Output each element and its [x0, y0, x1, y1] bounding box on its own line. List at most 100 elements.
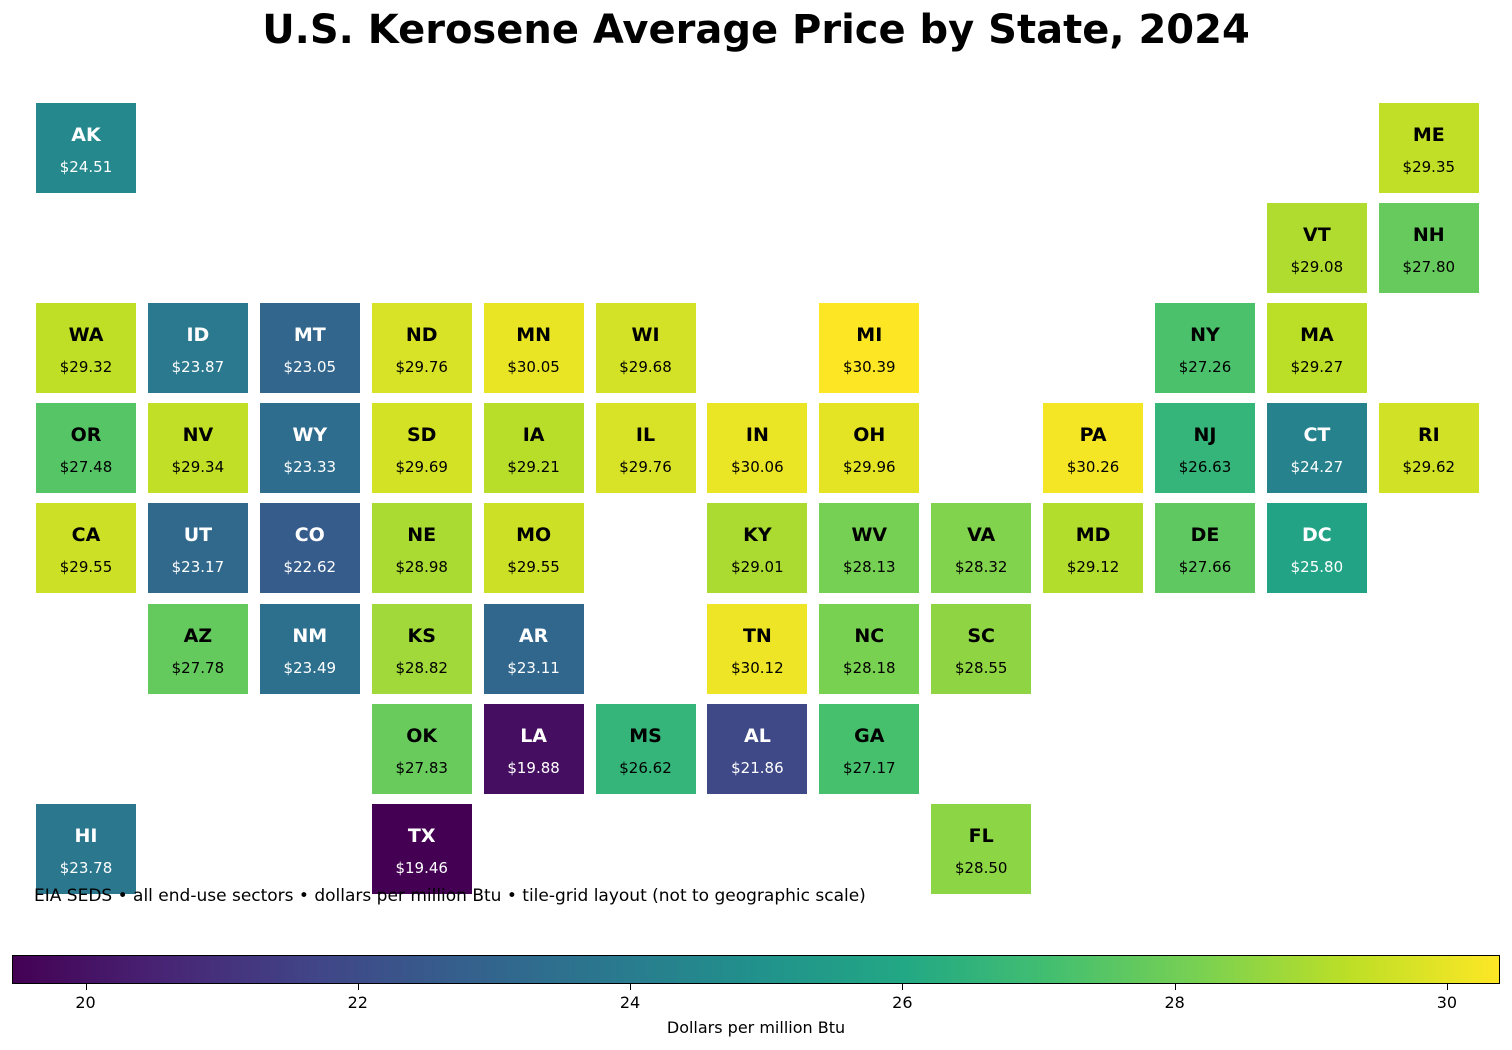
state-abbr: DE	[1190, 524, 1220, 547]
state-tile-ut: UT $23.17	[147, 503, 248, 594]
state-price: $23.49	[283, 658, 337, 677]
state-tile-mi: MI $30.39	[819, 303, 920, 394]
state-abbr: PA	[1079, 424, 1107, 447]
state-abbr: SD	[406, 424, 437, 447]
state-abbr: OR	[70, 424, 102, 447]
state-abbr: SC	[967, 624, 995, 647]
state-price: $23.78	[59, 858, 113, 877]
state-tile-nc: NC $28.18	[819, 603, 920, 694]
state-abbr: OH	[853, 424, 886, 447]
state-abbr: ME	[1412, 124, 1445, 146]
state-tile-ri: RI $29.62	[1378, 403, 1479, 494]
colorbar-label: Dollars per million Btu	[666, 1018, 846, 1037]
state-price: $22.62	[283, 558, 337, 577]
state-tile-de: DE $27.66	[1155, 503, 1255, 594]
state-abbr: NE	[407, 524, 437, 547]
state-price: $29.35	[1402, 158, 1456, 176]
state-abbr: GA	[854, 724, 885, 747]
colorbar-tick-mark	[1446, 984, 1448, 990]
colorbar-tick-mark	[630, 984, 632, 990]
colorbar-tick-mark	[357, 984, 359, 990]
state-abbr: LA	[520, 724, 547, 747]
state-price: $28.13	[843, 558, 896, 577]
state-tile-ia: IA $29.21	[483, 403, 584, 494]
state-tile-tx: TX $19.46	[371, 803, 472, 894]
state-tile-sc: SC $28.55	[931, 603, 1032, 694]
state-tile-wy: WY $23.33	[259, 403, 360, 494]
state-abbr: MT	[293, 324, 326, 347]
state-tile-nj: NJ $26.63	[1155, 403, 1255, 494]
state-price: $28.18	[843, 658, 896, 677]
state-tile-sd: SD $29.69	[371, 403, 472, 494]
state-tile-la: LA $19.88	[483, 703, 584, 794]
state-price: $29.08	[1290, 258, 1344, 277]
state-abbr: AL	[743, 724, 771, 747]
colorbar-tick-mark	[85, 984, 87, 990]
state-price: $26.62	[619, 758, 672, 777]
state-price: $29.76	[395, 358, 448, 377]
state-abbr: VT	[1303, 224, 1331, 247]
state-abbr: ID	[186, 324, 210, 347]
state-abbr: MD	[1075, 524, 1111, 547]
chart-title: U.S. Kerosene Average Price by State, 20…	[262, 7, 1250, 53]
state-price: $30.12	[731, 658, 784, 677]
state-tile-wi: WI $29.68	[595, 303, 696, 394]
state-tile-ks: KS $28.82	[371, 603, 472, 694]
state-price: $23.11	[507, 658, 560, 677]
state-tile-fl: FL $28.50	[931, 803, 1032, 894]
state-tile-az: AZ $27.78	[147, 603, 248, 694]
state-abbr: NM	[292, 624, 328, 647]
state-price: $30.26	[1066, 458, 1120, 477]
state-abbr: KY	[743, 524, 772, 547]
state-tile-ne: NE $28.98	[371, 503, 472, 594]
state-abbr: AZ	[183, 624, 213, 647]
state-price: $28.55	[954, 658, 1008, 677]
state-price: $29.76	[619, 458, 672, 477]
state-tile-hi: HI $23.78	[36, 803, 136, 894]
state-price: $27.17	[843, 758, 896, 777]
state-price: $27.66	[1178, 558, 1232, 577]
state-price: $29.55	[59, 558, 113, 577]
state-tile-co: CO $22.62	[259, 503, 360, 594]
state-abbr: OK	[406, 724, 438, 747]
state-tile-vt: VT $29.08	[1266, 203, 1367, 294]
state-price: $29.34	[171, 458, 225, 477]
state-tile-nd: ND $29.76	[371, 303, 472, 394]
state-tile-wv: WV $28.13	[819, 503, 920, 594]
state-abbr: MS	[629, 724, 662, 747]
state-price: $28.82	[395, 658, 448, 677]
state-tile-oh: OH $29.96	[819, 403, 920, 494]
state-abbr: MI	[856, 324, 883, 347]
state-price: $28.32	[954, 558, 1008, 577]
colorbar-tick-mark	[902, 984, 904, 990]
state-abbr: KS	[407, 624, 436, 647]
state-price: $23.05	[283, 358, 337, 377]
state-abbr: UT	[183, 524, 213, 547]
state-abbr: NJ	[1193, 424, 1217, 447]
state-price: $29.62	[1402, 458, 1456, 477]
state-price: $29.27	[1290, 358, 1344, 377]
state-tile-mt: MT $23.05	[259, 303, 360, 394]
state-price: $23.87	[171, 358, 225, 377]
state-tile-nm: NM $23.49	[259, 603, 360, 694]
state-abbr: CO	[294, 524, 325, 547]
state-abbr: WA	[68, 324, 104, 347]
state-abbr: NC	[854, 624, 885, 647]
state-price: $29.01	[731, 558, 784, 577]
state-price: $27.48	[59, 458, 113, 477]
state-tile-va: VA $28.32	[931, 503, 1032, 594]
state-price: $29.68	[619, 358, 672, 377]
state-abbr: IA	[522, 424, 545, 447]
state-abbr: ND	[405, 324, 438, 347]
state-tile-ak: AK $24.51	[36, 103, 136, 193]
state-abbr: MO	[516, 524, 552, 547]
state-tile-me: ME $29.35	[1378, 103, 1479, 193]
state-price: $27.83	[395, 758, 448, 777]
state-tile-ky: KY $29.01	[707, 503, 808, 594]
state-abbr: TX	[407, 824, 436, 847]
state-tile-ms: MS $26.62	[595, 703, 696, 794]
state-abbr: NY	[1190, 324, 1220, 347]
state-abbr: FL	[968, 824, 994, 847]
state-abbr: WI	[631, 324, 660, 347]
state-tile-nh: NH $27.80	[1378, 203, 1479, 294]
